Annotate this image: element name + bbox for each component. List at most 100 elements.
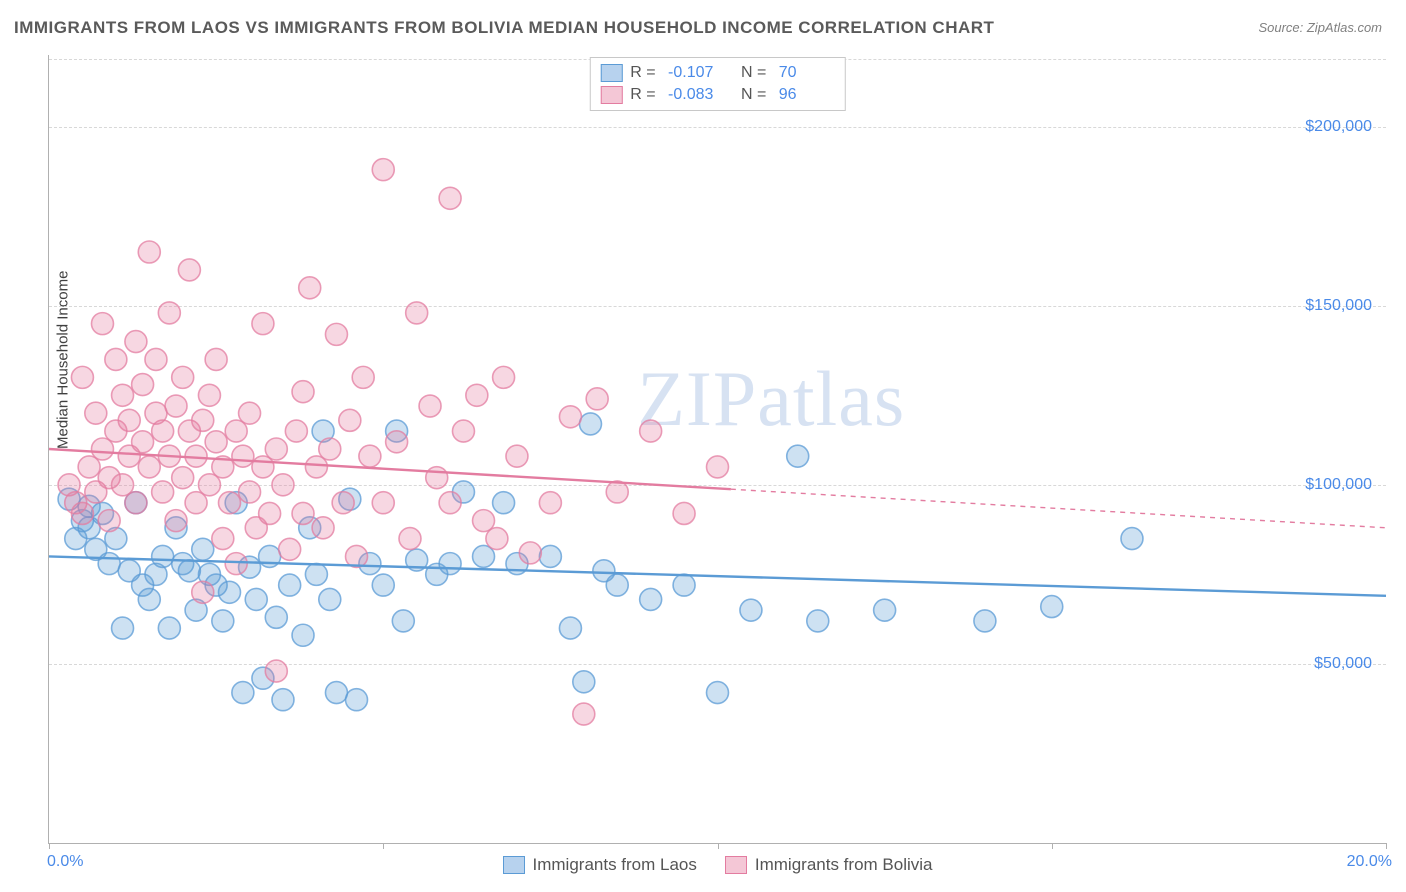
data-point [707, 456, 729, 478]
stat-r-label: R = [630, 64, 660, 82]
data-point [974, 610, 996, 632]
data-point [559, 617, 581, 639]
data-point [352, 366, 374, 388]
legend-swatch [725, 856, 747, 874]
data-point [265, 660, 287, 682]
data-point [312, 517, 334, 539]
stat-n-value: 96 [779, 86, 835, 104]
data-point [573, 671, 595, 693]
data-point [874, 599, 896, 621]
data-point [539, 492, 561, 514]
data-point [259, 502, 281, 524]
data-point [439, 187, 461, 209]
data-point [606, 481, 628, 503]
data-point [272, 474, 294, 496]
data-point [198, 384, 220, 406]
data-point [232, 682, 254, 704]
data-point [372, 574, 394, 596]
data-point [292, 624, 314, 646]
data-point [85, 402, 107, 424]
series-legend: Immigrants from Laos Immigrants from Boli… [503, 855, 933, 875]
stat-n-value: 70 [779, 64, 835, 82]
x-tick-min: 0.0% [47, 853, 83, 871]
data-point [132, 431, 154, 453]
data-point [807, 610, 829, 632]
data-point [218, 581, 240, 603]
data-point [272, 689, 294, 711]
data-point [178, 259, 200, 281]
stat-r-label: R = [630, 86, 660, 104]
data-point [299, 277, 321, 299]
data-point [787, 445, 809, 467]
legend-stat-row: R = -0.083 N = 96 [600, 84, 834, 106]
data-point [192, 409, 214, 431]
data-point [279, 574, 301, 596]
legend-series-item: Immigrants from Laos [503, 855, 697, 875]
data-point [192, 581, 214, 603]
stat-n-label: N = [732, 64, 771, 82]
data-point [265, 606, 287, 628]
data-point [252, 313, 274, 335]
data-point [292, 381, 314, 403]
trend-line-extrapolated [731, 489, 1386, 528]
data-point [285, 420, 307, 442]
data-point [112, 384, 134, 406]
legend-swatch [600, 64, 622, 82]
data-point [640, 420, 662, 442]
data-point [452, 420, 474, 442]
data-point [212, 610, 234, 632]
data-point [325, 682, 347, 704]
data-point [486, 528, 508, 550]
data-point [152, 420, 174, 442]
legend-stat-row: R = -0.107 N = 70 [600, 62, 834, 84]
data-point [332, 492, 354, 514]
data-point [118, 409, 140, 431]
data-point [212, 528, 234, 550]
legend-swatch [503, 856, 525, 874]
data-point [1121, 528, 1143, 550]
data-point [673, 574, 695, 596]
data-point [319, 438, 341, 460]
data-point [125, 331, 147, 353]
data-point [91, 313, 113, 335]
stat-r-value: -0.107 [668, 64, 724, 82]
data-point [239, 481, 261, 503]
data-point [539, 545, 561, 567]
x-tick-max: 20.0% [1347, 853, 1392, 871]
data-point [506, 445, 528, 467]
data-point [132, 374, 154, 396]
data-point [158, 617, 180, 639]
data-point [178, 560, 200, 582]
data-point [359, 445, 381, 467]
data-point [372, 159, 394, 181]
data-point [245, 588, 267, 610]
data-point [439, 492, 461, 514]
data-point [292, 502, 314, 524]
data-point [519, 542, 541, 564]
data-point [192, 538, 214, 560]
data-point [279, 538, 301, 560]
stat-n-label: N = [732, 86, 771, 104]
data-point [165, 395, 187, 417]
source-attribution: Source: ZipAtlas.com [1258, 20, 1382, 35]
data-point [493, 366, 515, 388]
stat-r-value: -0.083 [668, 86, 724, 104]
data-point [105, 348, 127, 370]
data-point [158, 302, 180, 324]
legend-series-label: Immigrants from Laos [533, 855, 697, 875]
data-point [152, 481, 174, 503]
data-point [386, 431, 408, 453]
data-point [606, 574, 628, 596]
data-point [98, 510, 120, 532]
data-point [71, 366, 93, 388]
data-point [112, 617, 134, 639]
data-point [399, 528, 421, 550]
data-point [346, 689, 368, 711]
data-point [426, 467, 448, 489]
data-point [559, 406, 581, 428]
data-point [138, 456, 160, 478]
data-point [372, 492, 394, 514]
data-point [172, 366, 194, 388]
data-point [419, 395, 441, 417]
legend-series-label: Immigrants from Bolivia [755, 855, 933, 875]
